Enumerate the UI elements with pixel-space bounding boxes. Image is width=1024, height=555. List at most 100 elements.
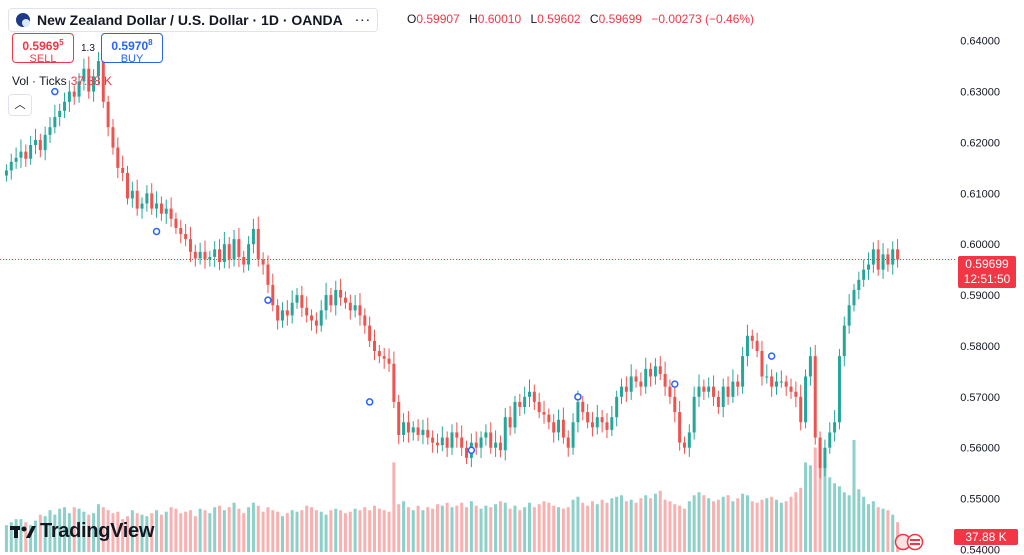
candle-body (542, 412, 546, 415)
candle-body (813, 356, 817, 438)
candle-body (673, 396, 677, 413)
volume-bar (741, 493, 745, 552)
volume-bar (828, 477, 832, 552)
candle-body (731, 381, 735, 397)
volume-bar (82, 511, 86, 552)
volume-bar (290, 510, 294, 552)
volume-bar (871, 501, 875, 552)
candle-body (43, 134, 47, 151)
current-volume-label: 37.88 K (954, 529, 1018, 545)
volume-bar (155, 510, 159, 552)
candle-body (387, 358, 391, 364)
candle-body (324, 295, 328, 311)
candle-body (150, 193, 154, 209)
candle-body (789, 386, 793, 392)
candle-body (237, 239, 241, 257)
volume-bar (256, 505, 260, 552)
buy-button[interactable]: 0.59708 BUY (101, 33, 163, 65)
candle-body (523, 396, 527, 408)
candle-body (450, 432, 454, 448)
candle-body (770, 376, 774, 387)
candle-body (24, 151, 28, 159)
volume-bar (445, 502, 449, 552)
volume-bar (760, 499, 764, 552)
bar-countdown: 12:51:50 (963, 272, 1011, 286)
candle-body (276, 305, 280, 321)
candle-body (179, 227, 183, 235)
tradingview-logo-icon (10, 525, 36, 538)
volume-bar (508, 508, 512, 552)
volume-legend[interactable]: Vol · Ticks 37.88 K (12, 74, 112, 88)
volume-bar (232, 502, 236, 552)
candle-body (300, 295, 304, 308)
volume-bar (697, 492, 701, 552)
volume-bar (334, 508, 338, 552)
volume-bar (702, 495, 706, 552)
candle-body (808, 356, 812, 377)
volume-bar (426, 507, 430, 552)
volume-bar (673, 504, 677, 552)
volume-bar (126, 516, 130, 552)
candle-body (435, 442, 439, 446)
volume-bar (38, 514, 42, 552)
volume-bar (324, 514, 328, 552)
candle-body (218, 249, 222, 263)
volume-bar (586, 505, 590, 552)
candle-body (503, 417, 507, 451)
volume-bar (750, 501, 754, 552)
volume-bar (77, 508, 81, 552)
candle-body (290, 302, 294, 316)
sell-button[interactable]: 0.59695 SELL (12, 33, 74, 65)
candle-body (111, 127, 115, 148)
candle-body (208, 256, 212, 260)
volume-bar (164, 511, 168, 552)
volume-bar (770, 496, 774, 552)
volume-bar (682, 508, 686, 552)
candle-body (159, 203, 163, 214)
volume-bar (590, 501, 594, 552)
volume-bar (610, 498, 614, 552)
candle-body (58, 110, 62, 118)
volume-bar (503, 502, 507, 552)
symbol-header[interactable]: New Zealand Dollar / U.S. Dollar · 1D · … (8, 8, 379, 32)
candle-body (368, 325, 372, 341)
candle-body (358, 305, 362, 316)
more-dots-icon[interactable]: ⋅⋅⋅ (354, 11, 372, 28)
candle-body (343, 297, 347, 303)
volume-bar (276, 511, 280, 552)
candle-body (227, 244, 231, 260)
collapse-legend-button[interactable]: ︿ (8, 94, 32, 116)
candle-body (712, 386, 716, 397)
current-price-label: 0.59699 12:51:50 (958, 256, 1016, 288)
volume-bar (527, 502, 531, 552)
candle-body (242, 256, 246, 265)
candle-body (557, 419, 561, 433)
candle-body (804, 376, 808, 423)
volume-bar (498, 501, 502, 552)
event-marker-icon (767, 352, 776, 360)
volume-bar (203, 510, 207, 552)
volume-bar (678, 505, 682, 552)
volume-bar (198, 508, 202, 552)
candle-body (605, 422, 609, 430)
candle-body (842, 325, 846, 357)
candle-body (828, 432, 832, 448)
candle-body (4, 170, 8, 176)
volume-bar (644, 495, 648, 552)
candle-body (261, 259, 265, 265)
candle-body (445, 437, 449, 448)
candle-body (232, 239, 236, 260)
candle-body (280, 310, 284, 321)
volume-bar (285, 513, 289, 552)
candle-body (130, 190, 134, 199)
candle-body (397, 401, 401, 435)
volume-label: Vol · Ticks (12, 74, 67, 88)
volume-bar (784, 501, 788, 552)
volume-bar (411, 510, 415, 552)
volume-bar (571, 499, 575, 552)
volume-bar (460, 502, 464, 552)
y-tick-label: 0.59000 (960, 290, 1000, 302)
volume-bar (794, 492, 798, 552)
volume-bar (43, 516, 47, 552)
